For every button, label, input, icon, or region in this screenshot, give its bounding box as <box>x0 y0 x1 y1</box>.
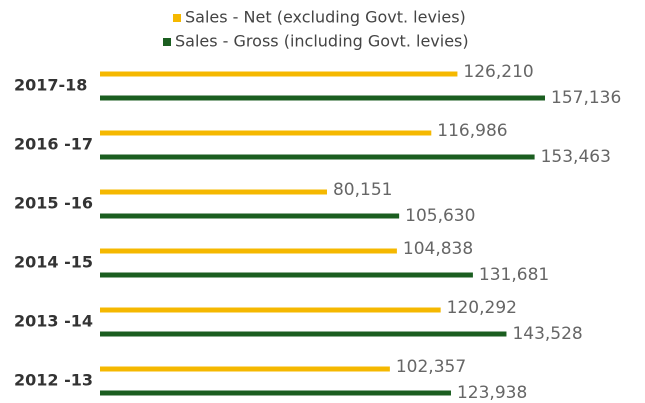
bar <box>100 331 507 337</box>
value-label: 120,292 <box>447 298 517 318</box>
bar <box>100 189 327 195</box>
bar <box>100 71 458 77</box>
value-label: 104,838 <box>403 239 473 259</box>
category-label: 2015 -16 <box>14 194 93 213</box>
bar <box>100 307 441 313</box>
bar <box>100 130 432 136</box>
category-label: 2014 -15 <box>14 253 93 272</box>
value-label: 116,986 <box>437 121 507 141</box>
value-label: 102,357 <box>396 357 466 377</box>
bar <box>100 95 545 101</box>
value-label: 80,151 <box>333 180 392 200</box>
bar <box>100 272 473 278</box>
category-label: 2012 -13 <box>14 371 93 390</box>
category-label: 2017-18 <box>14 76 87 95</box>
value-label: 143,528 <box>512 324 582 344</box>
legend-label: Sales - Net (excluding Govt. levies) <box>185 8 466 27</box>
legend-swatch <box>163 38 171 46</box>
bar <box>100 390 451 396</box>
value-label: 153,463 <box>541 147 611 167</box>
value-label: 131,681 <box>479 265 549 285</box>
value-label: 123,938 <box>457 383 527 403</box>
legend-label: Sales - Gross (including Govt. levies) <box>175 32 469 51</box>
bar <box>100 366 390 372</box>
value-label: 126,210 <box>463 62 533 82</box>
bar <box>100 154 535 160</box>
bar <box>100 213 400 219</box>
value-label: 157,136 <box>551 88 621 108</box>
bar <box>100 248 397 254</box>
value-label: 105,630 <box>405 206 475 226</box>
legend-swatch <box>173 14 181 22</box>
category-label: 2016 -17 <box>14 135 93 154</box>
category-label: 2013 -14 <box>14 312 93 331</box>
